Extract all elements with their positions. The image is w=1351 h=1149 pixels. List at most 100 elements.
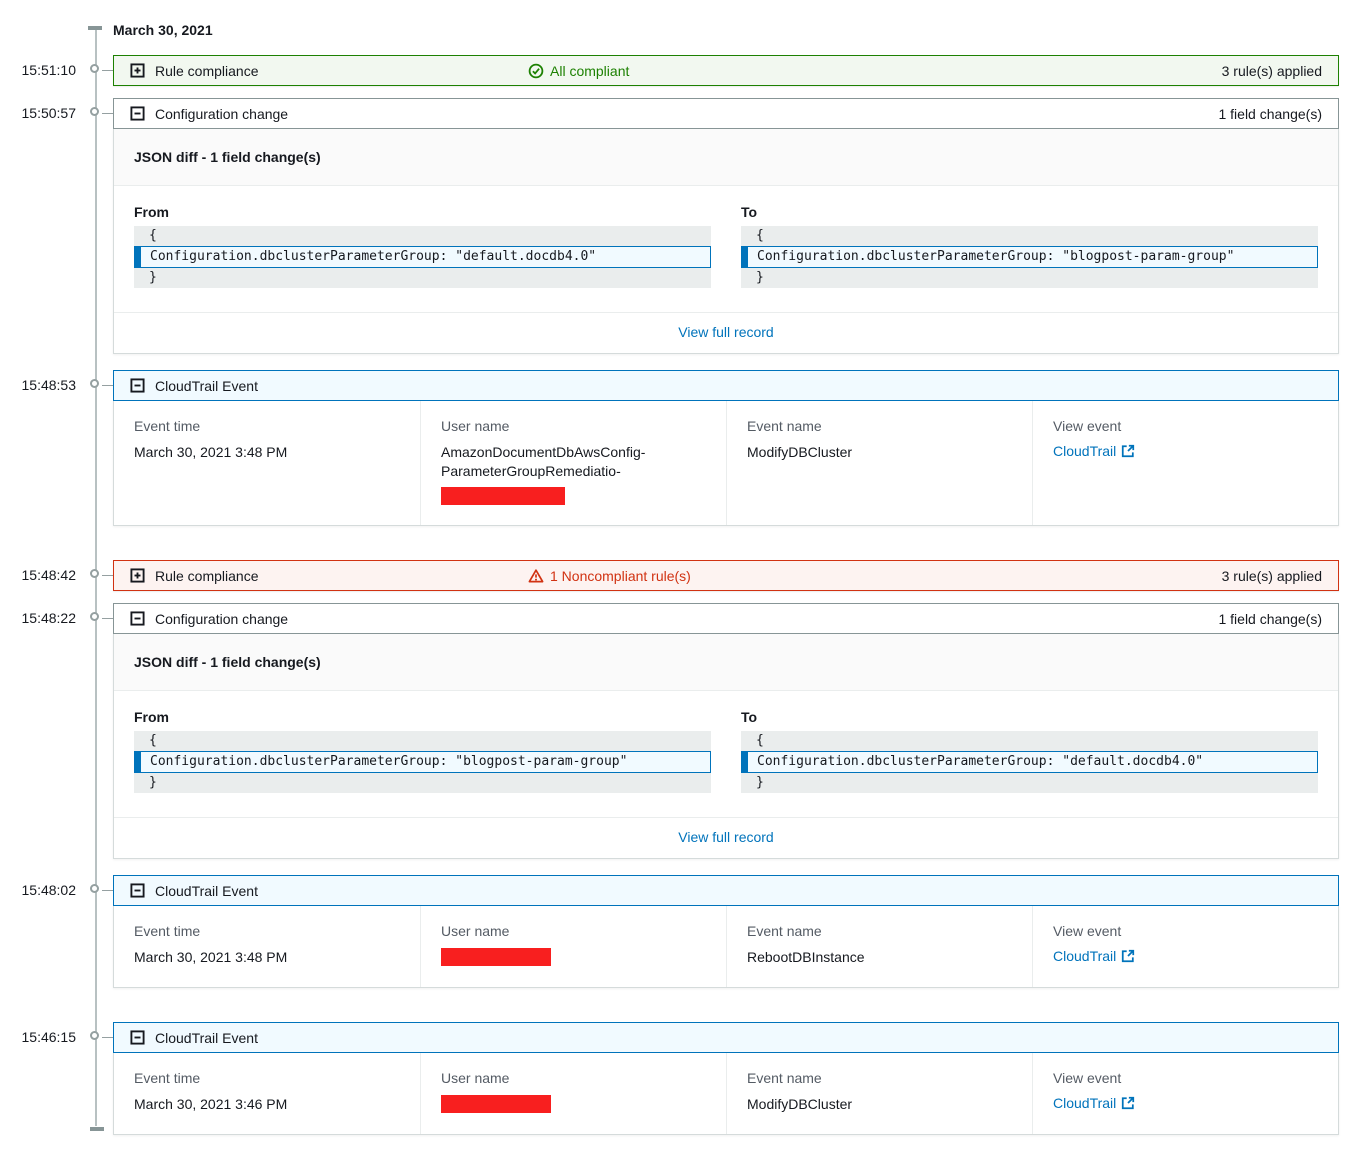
user-name-label: User name bbox=[441, 923, 510, 939]
cloudtrail-event-body: Event time March 30, 2021 3:46 PM User n… bbox=[113, 1053, 1339, 1135]
timeline-event-rule-compliance: 15:51:10 Rule compliance All compliant 3… bbox=[22, 55, 1339, 86]
code-line: { bbox=[134, 226, 711, 246]
collapse-icon[interactable] bbox=[130, 611, 145, 626]
diff-to-column: To { Configuration.dbclusterParameterGro… bbox=[741, 709, 1318, 793]
external-link-icon bbox=[1121, 949, 1135, 963]
timeline-rail-top-cap bbox=[88, 26, 102, 30]
timeline-connector bbox=[102, 385, 113, 386]
timeline-marker bbox=[90, 64, 99, 73]
collapse-icon[interactable] bbox=[130, 378, 145, 393]
diff-from-code: { Configuration.dbclusterParameterGroup:… bbox=[134, 731, 711, 793]
panel-footer: View full record bbox=[114, 817, 1338, 858]
timeline-event-cloudtrail: 15:48:02 CloudTrail Event Event time Mar… bbox=[22, 875, 1339, 988]
view-event-label: View event bbox=[1053, 1070, 1122, 1086]
event-time-column: Event time March 30, 2021 3:48 PM bbox=[114, 401, 420, 525]
field-change-count: 1 field change(s) bbox=[1218, 610, 1322, 627]
check-circle-icon bbox=[528, 63, 544, 79]
diff-from-label: From bbox=[134, 709, 169, 725]
event-time-column: Event time March 30, 2021 3:46 PM bbox=[114, 1053, 420, 1134]
event-name-column: Event name ModifyDBCluster bbox=[726, 401, 1032, 525]
compliance-status: All compliant bbox=[528, 63, 629, 79]
code-line: } bbox=[741, 773, 1318, 793]
event-title: Configuration change bbox=[155, 610, 289, 627]
code-line: { bbox=[741, 731, 1318, 751]
external-link-icon bbox=[1121, 444, 1135, 458]
event-title: CloudTrail Event bbox=[155, 1029, 258, 1046]
event-time-label: Event time bbox=[134, 923, 201, 939]
event-name-label: Event name bbox=[747, 923, 822, 939]
external-link-icon bbox=[1121, 1096, 1135, 1110]
json-diff-title: JSON diff - 1 field change(s) bbox=[114, 129, 1338, 186]
event-title: CloudTrail Event bbox=[155, 377, 258, 394]
timeline-connector bbox=[102, 113, 113, 114]
timeline-event-config-change: 15:48:22 Configuration change 1 field ch… bbox=[22, 603, 1339, 859]
change-indicator-bar bbox=[134, 752, 141, 772]
collapse-icon[interactable] bbox=[130, 1030, 145, 1045]
rule-compliance-header[interactable]: Rule compliance 1 Noncompliant rule(s) 3… bbox=[113, 560, 1339, 591]
event-name-column: Event name RebootDBInstance bbox=[726, 906, 1032, 987]
change-indicator-bar bbox=[134, 247, 141, 267]
event-name-value: ModifyDBCluster bbox=[747, 1096, 853, 1112]
event-timestamp: 15:50:57 bbox=[21, 105, 77, 121]
diff-from-column: From { Configuration.dbclusterParameterG… bbox=[134, 709, 711, 793]
event-name-value: RebootDBInstance bbox=[747, 949, 865, 965]
expand-icon[interactable] bbox=[130, 63, 145, 78]
event-timestamp: 15:48:22 bbox=[21, 610, 77, 626]
collapse-icon[interactable] bbox=[130, 106, 145, 121]
diff-from-code: { Configuration.dbclusterParameterGroup:… bbox=[134, 226, 711, 288]
cloudtrail-link[interactable]: CloudTrail bbox=[1053, 948, 1135, 964]
timeline-connector bbox=[102, 890, 113, 891]
json-diff-panel: JSON diff - 1 field change(s) From { Con… bbox=[113, 634, 1339, 859]
timeline-rail bbox=[95, 30, 97, 1126]
date-header: March 30, 2021 bbox=[113, 22, 213, 38]
expand-icon[interactable] bbox=[130, 568, 145, 583]
event-time-value: March 30, 2021 3:48 PM bbox=[134, 444, 288, 460]
event-time-column: Event time March 30, 2021 3:48 PM bbox=[114, 906, 420, 987]
cloudtrail-event-header[interactable]: CloudTrail Event bbox=[113, 370, 1339, 401]
code-line-changed: Configuration.dbclusterParameterGroup: "… bbox=[741, 751, 1318, 773]
collapse-icon[interactable] bbox=[130, 883, 145, 898]
cloudtrail-event-body: Event time March 30, 2021 3:48 PM User n… bbox=[113, 906, 1339, 988]
compliance-status-text: 1 Noncompliant rule(s) bbox=[550, 567, 691, 584]
code-line: } bbox=[134, 268, 711, 288]
code-line-changed: Configuration.dbclusterParameterGroup: "… bbox=[134, 751, 711, 773]
change-indicator-bar bbox=[741, 752, 748, 772]
view-full-record-link[interactable]: View full record bbox=[678, 829, 774, 845]
cloudtrail-event-header[interactable]: CloudTrail Event bbox=[113, 1022, 1339, 1053]
view-event-column: View event CloudTrail bbox=[1032, 1053, 1338, 1134]
timeline-connector bbox=[102, 618, 113, 619]
user-name-column: User name bbox=[420, 906, 726, 987]
view-full-record-link[interactable]: View full record bbox=[678, 324, 774, 340]
rule-compliance-header[interactable]: Rule compliance All compliant 3 rule(s) … bbox=[113, 55, 1339, 86]
timeline-connector bbox=[102, 70, 113, 71]
user-name-label: User name bbox=[441, 418, 510, 434]
event-time-value: March 30, 2021 3:48 PM bbox=[134, 949, 288, 965]
event-title: CloudTrail Event bbox=[155, 882, 258, 899]
code-line: } bbox=[134, 773, 711, 793]
timeline-event-config-change: 15:50:57 Configuration change 1 field ch… bbox=[22, 98, 1339, 354]
rules-applied-count: 3 rule(s) applied bbox=[1221, 567, 1322, 584]
event-time-label: Event time bbox=[134, 418, 201, 434]
config-change-header[interactable]: Configuration change 1 field change(s) bbox=[113, 98, 1339, 129]
cloudtrail-link[interactable]: CloudTrail bbox=[1053, 1095, 1135, 1111]
panel-footer: View full record bbox=[114, 312, 1338, 353]
event-name-column: Event name ModifyDBCluster bbox=[726, 1053, 1032, 1134]
timeline-marker bbox=[90, 569, 99, 578]
event-title: Configuration change bbox=[155, 105, 289, 122]
diff-to-code: { Configuration.dbclusterParameterGroup:… bbox=[741, 731, 1318, 793]
timeline-marker bbox=[90, 379, 99, 388]
json-diff-title: JSON diff - 1 field change(s) bbox=[114, 634, 1338, 691]
cloudtrail-event-body: Event time March 30, 2021 3:48 PM User n… bbox=[113, 401, 1339, 526]
user-name-column: User name bbox=[420, 1053, 726, 1134]
event-title: Rule compliance bbox=[155, 62, 259, 79]
timeline-marker bbox=[90, 612, 99, 621]
config-change-header[interactable]: Configuration change 1 field change(s) bbox=[113, 603, 1339, 634]
rules-applied-count: 3 rule(s) applied bbox=[1221, 62, 1322, 79]
event-name-value: ModifyDBCluster bbox=[747, 444, 853, 460]
view-event-label: View event bbox=[1053, 923, 1122, 939]
timeline-event-cloudtrail: 15:48:53 CloudTrail Event Event time Mar… bbox=[22, 370, 1339, 526]
diff-to-label: To bbox=[741, 204, 758, 220]
warning-triangle-icon bbox=[528, 568, 544, 584]
cloudtrail-event-header[interactable]: CloudTrail Event bbox=[113, 875, 1339, 906]
cloudtrail-link[interactable]: CloudTrail bbox=[1053, 443, 1135, 459]
